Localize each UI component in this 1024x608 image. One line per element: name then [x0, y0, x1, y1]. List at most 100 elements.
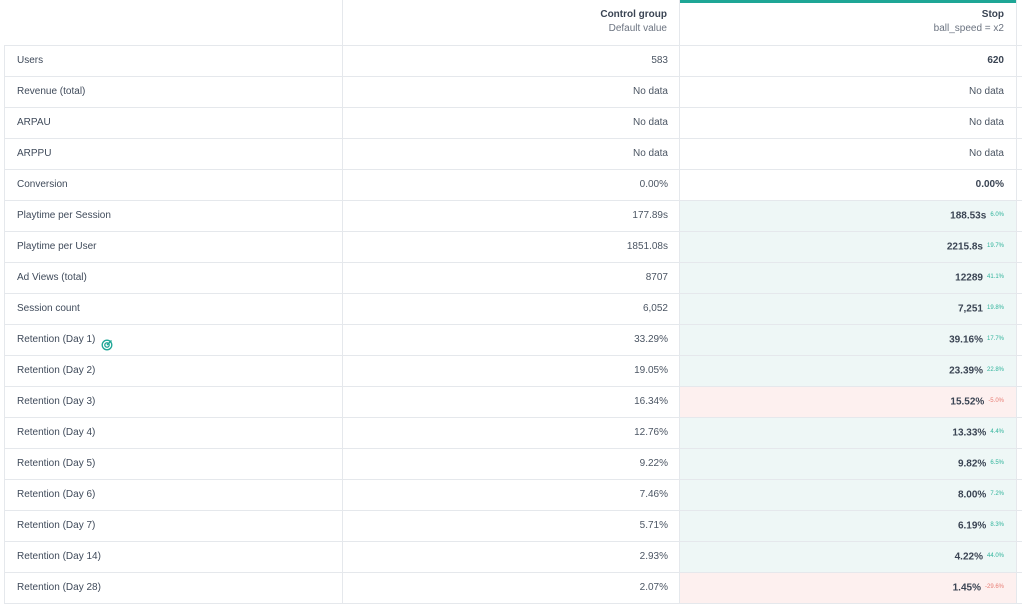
metric-name-cell: Ad Views (total) [4, 263, 342, 293]
variant-value-cell: 8.00% 7.2% [679, 480, 1017, 510]
metric-name: ARPAU [17, 117, 51, 128]
comparison-table: Control group Default value Stop ball_sp… [4, 0, 1022, 604]
table-row: Session count 6,052 7,251 19.8% [4, 294, 1022, 325]
variant-value: 188.53s [950, 210, 987, 222]
delta-percent: 19.8% [986, 305, 1004, 311]
variant-value: 15.52% [950, 396, 985, 408]
variant-value-cell: No data [679, 77, 1017, 107]
variant-value: 4.22% [954, 551, 983, 563]
table-row: Retention (Day 2) 19.05% 23.39% 22.8% [4, 356, 1022, 387]
variant-value-cell: No data [679, 108, 1017, 138]
variant-value-cell: 0.00% [679, 170, 1017, 200]
control-group-title: Control group [600, 9, 667, 20]
control-value: 8707 [342, 263, 679, 293]
metric-name: Retention (Day 5) [17, 458, 96, 469]
metric-name-cell: Retention (Day 5) [4, 449, 342, 479]
control-group-header[interactable]: Control group Default value [342, 0, 679, 45]
control-value: 19.05% [342, 356, 679, 386]
table-row: Retention (Day 1) 33.29% 39.16% 17.7% [4, 325, 1022, 356]
variant-value: 2215.8s [946, 241, 983, 253]
control-value: 12.76% [342, 418, 679, 448]
variant-value-cell: 9.82% 6.5% [679, 449, 1017, 479]
delta-percent: -29.6% [984, 584, 1004, 590]
metric-name: Retention (Day 1) [17, 334, 96, 345]
metric-name: Playtime per Session [17, 210, 111, 221]
variant-value-cell: 13.33% 4.4% [679, 418, 1017, 448]
table-row: Playtime per Session 177.89s 188.53s 6.0% [4, 201, 1022, 232]
table-row: Retention (Day 6) 7.46% 8.00% 7.2% [4, 480, 1022, 511]
variant-value: 1.45% [952, 582, 981, 594]
variant-value: 7,251 [957, 303, 983, 315]
metric-name-cell: Users [4, 46, 342, 76]
variant-value-cell: 6.19% 8.3% [679, 511, 1017, 541]
table-row: Retention (Day 28) 2.07% 1.45% -29.6% [4, 573, 1022, 604]
metric-name-cell: Retention (Day 2) [4, 356, 342, 386]
variant-value: 39.16% [949, 334, 983, 346]
table-row: ARPAU No data No data [4, 108, 1022, 139]
delta-percent: 19.7% [986, 243, 1004, 249]
metric-name: Retention (Day 7) [17, 520, 96, 531]
variant-header[interactable]: Stop ball_speed = x2 [679, 0, 1017, 45]
metric-name: Playtime per User [17, 241, 97, 252]
delta-percent: 6.5% [990, 460, 1004, 466]
table-row: Retention (Day 3) 16.34% 15.52% -5.0% [4, 387, 1022, 418]
delta-percent: 22.8% [986, 367, 1004, 373]
metric-name: Retention (Day 3) [17, 396, 96, 407]
variant-value: 12289 [955, 272, 983, 284]
variant-value-cell: 620 [679, 46, 1017, 76]
variant-subtitle: ball_speed = x2 [933, 23, 1004, 34]
variant-value: 13.33% [952, 427, 987, 439]
table-row: Retention (Day 7) 5.71% 6.19% 8.3% [4, 511, 1022, 542]
control-value: 177.89s [342, 201, 679, 231]
table-row: Users 583 620 [4, 46, 1022, 77]
metric-name: Ad Views (total) [17, 272, 87, 283]
metric-name: Conversion [17, 179, 68, 190]
control-value: No data [342, 108, 679, 138]
variant-title: Stop [981, 9, 1004, 20]
variant-value-cell: 39.16% 17.7% [679, 325, 1017, 355]
metric-name-cell: ARPPU [4, 139, 342, 169]
variant-value-cell: 12289 41.1% [679, 263, 1017, 293]
table-row: Ad Views (total) 8707 12289 41.1% [4, 263, 1022, 294]
metric-name: Retention (Day 6) [17, 489, 96, 500]
metric-name-cell: Conversion [4, 170, 342, 200]
control-value: 1851.08s [342, 232, 679, 262]
control-group-subtitle: Default value [608, 23, 667, 34]
table-row: Retention (Day 14) 2.93% 4.22% 44.0% [4, 542, 1022, 573]
delta-percent: 4.4% [990, 429, 1004, 435]
control-value: 2.07% [342, 573, 679, 603]
variant-value-cell: 15.52% -5.0% [679, 387, 1017, 417]
metric-name: Retention (Day 14) [17, 551, 101, 562]
delta-percent: 44.0% [986, 553, 1004, 559]
metric-name-cell: Playtime per User [4, 232, 342, 262]
metric-name-cell: Retention (Day 14) [4, 542, 342, 572]
metric-name-cell: Playtime per Session [4, 201, 342, 231]
table-row: Retention (Day 4) 12.76% 13.33% 4.4% [4, 418, 1022, 449]
control-value: 33.29% [342, 325, 679, 355]
control-value: 5.71% [342, 511, 679, 541]
metric-name: Revenue (total) [17, 86, 86, 97]
metric-name: ARPPU [17, 148, 52, 159]
metric-name-cell: Retention (Day 4) [4, 418, 342, 448]
table-row: ARPPU No data No data [4, 139, 1022, 170]
metric-name-cell: Revenue (total) [4, 77, 342, 107]
variant-accent-bar [680, 0, 1016, 3]
metric-name-cell: Retention (Day 28) [4, 573, 342, 603]
variant-value: 620 [987, 55, 1004, 66]
metric-name: Session count [17, 303, 80, 314]
control-value: No data [342, 139, 679, 169]
table-row: Conversion 0.00% 0.00% [4, 170, 1022, 201]
variant-value-cell: 1.45% -29.6% [679, 573, 1017, 603]
control-value: 16.34% [342, 387, 679, 417]
metric-name: Retention (Day 4) [17, 427, 96, 438]
table-row: Playtime per User 1851.08s 2215.8s 19.7% [4, 232, 1022, 263]
metric-name: Retention (Day 2) [17, 365, 96, 376]
variant-value-cell: 188.53s 6.0% [679, 201, 1017, 231]
control-value: 583 [342, 46, 679, 76]
metric-name: Users [17, 55, 44, 66]
variant-value-cell: 7,251 19.8% [679, 294, 1017, 324]
variant-value: No data [968, 86, 1004, 97]
variant-value: 6.19% [957, 520, 987, 532]
control-value: 7.46% [342, 480, 679, 510]
metric-name-cell: ARPAU [4, 108, 342, 138]
